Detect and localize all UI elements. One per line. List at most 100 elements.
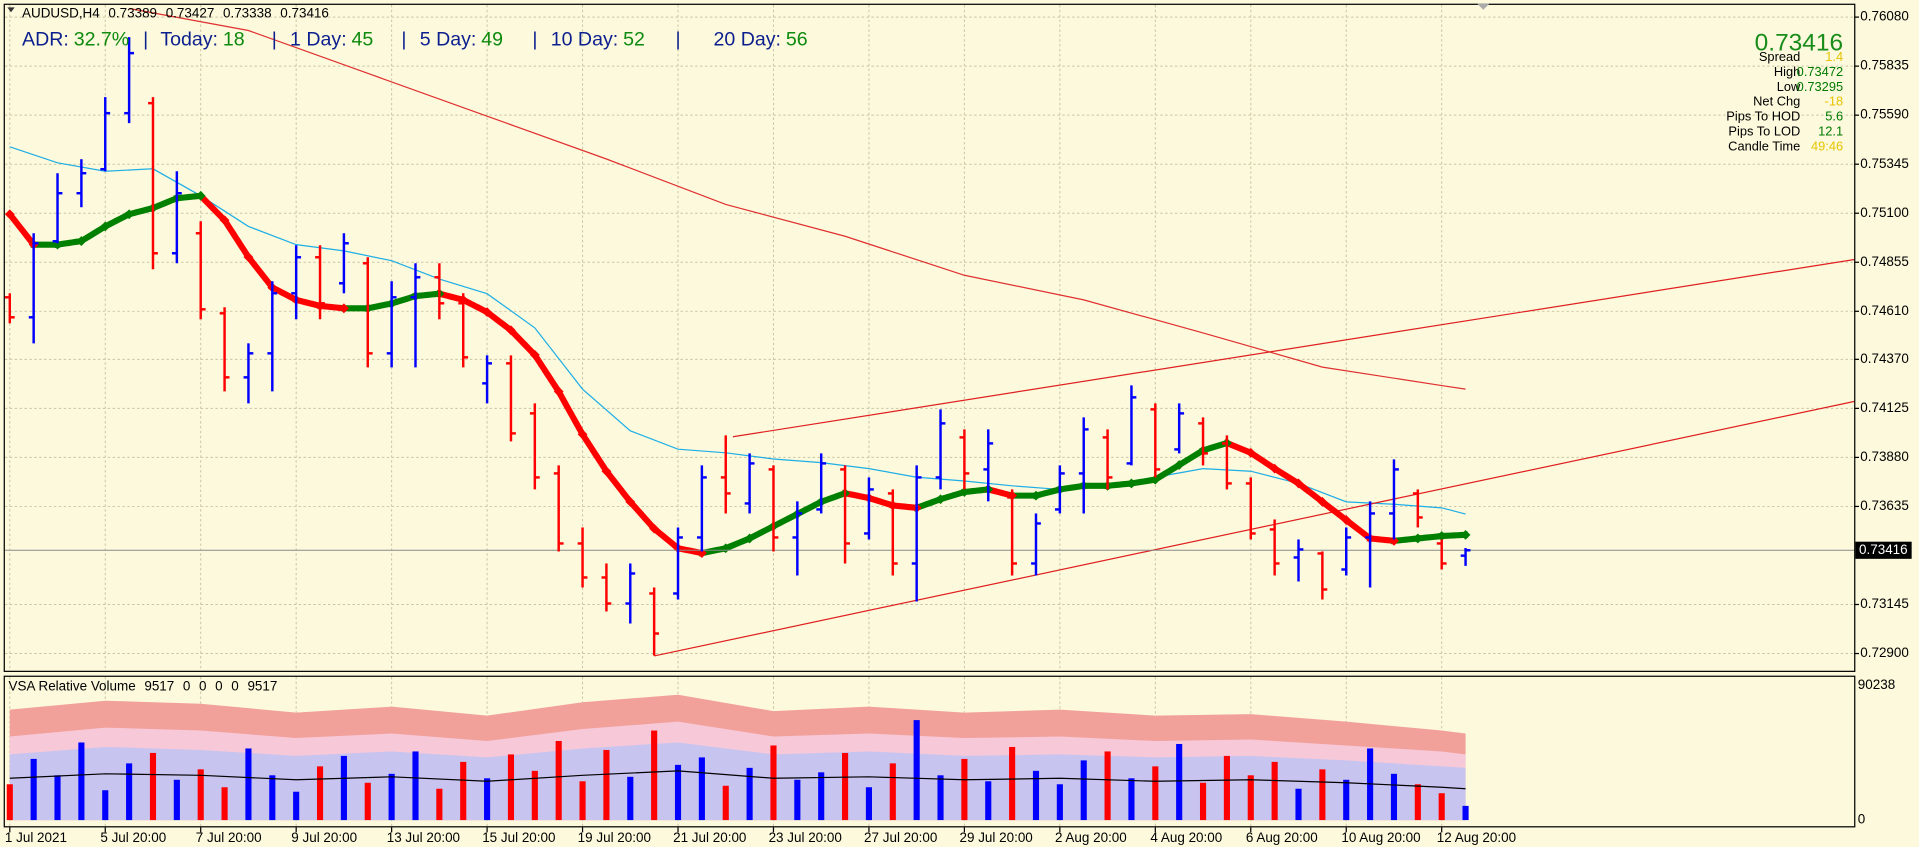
current-price-big: 0.73416 (1755, 30, 1843, 57)
adr-value: 32.7% (74, 29, 130, 51)
fast-ma-segment (745, 522, 778, 543)
adr-label: Today: (160, 29, 218, 51)
x-tick-label: 10 Aug 20:00 (1341, 830, 1420, 845)
shift-marker[interactable] (1477, 3, 1490, 10)
volume-buffer: 0 (199, 678, 206, 693)
volume-bar (913, 720, 920, 821)
adr-separator: | (272, 29, 277, 51)
fast-ma-point (1174, 460, 1185, 470)
fast-ma-segment (1318, 497, 1351, 525)
volume-bar (1032, 770, 1040, 821)
volume-bar (937, 775, 944, 821)
adr-value: 56 (786, 29, 808, 51)
adr-value: 18 (223, 29, 245, 51)
info-label: Low (1777, 79, 1801, 94)
y-tick-label: 0.75100 (1860, 205, 1909, 220)
y-tick-label: 0.73145 (1860, 596, 1909, 611)
header-open: 0.73389 (108, 5, 157, 20)
volume-bar (865, 787, 872, 821)
fast-ma-point (195, 190, 206, 201)
volume-bar (794, 779, 801, 821)
info-value: 12.1 (1818, 124, 1843, 139)
fast-ma-segment (77, 222, 110, 246)
volume-bar (555, 740, 562, 821)
volume-bar (1438, 793, 1445, 821)
fast-ma-segment (1341, 515, 1375, 543)
header-low: 0.73338 (223, 5, 272, 20)
volume-bar (1319, 769, 1326, 821)
volume-bar (364, 782, 371, 821)
fast-ma-segment (793, 497, 826, 519)
y-tick-label: 0.74370 (1860, 351, 1909, 366)
fast-ma-segment (769, 509, 802, 531)
adr-label: 10 Day: (551, 29, 618, 51)
x-tick-label: 12 Aug 20:00 (1437, 830, 1516, 845)
volume-current: 9517 (144, 678, 174, 693)
volume-bar (1414, 784, 1421, 821)
fast-ma-segment (1174, 446, 1208, 470)
info-label: Net Chg (1753, 94, 1800, 109)
fast-ma-segment (148, 194, 181, 213)
adr-label: ADR: (22, 29, 69, 51)
x-tick-label: 21 Jul 20:00 (673, 830, 746, 845)
volume-bar (388, 773, 395, 821)
volume-bar (1295, 788, 1302, 821)
fast-ma-segment (1222, 438, 1255, 457)
channel-line (732, 258, 1855, 438)
volume-frame (3, 675, 1856, 828)
volume-bar (1009, 746, 1016, 821)
price-frame (3, 3, 1856, 672)
fast-ma-point (1293, 478, 1304, 489)
fast-ma-segment (625, 497, 659, 533)
fast-ma-segment (554, 387, 587, 439)
fast-ma-segment (1246, 448, 1279, 473)
volume-bar (126, 763, 133, 821)
volume-bar (484, 778, 491, 821)
volume-bar (340, 755, 347, 821)
volume-bar (770, 745, 777, 821)
volume-bar (1176, 743, 1183, 821)
volume-average (9, 770, 1466, 790)
fast-ma-segment (506, 325, 540, 360)
volume-bar (961, 758, 968, 821)
fast-ma-point (1245, 447, 1256, 458)
fast-ma-segment (1294, 479, 1327, 507)
volume-bar (889, 763, 896, 821)
info-value: -18 (1825, 94, 1844, 109)
y-tick-label: 0.75835 (1860, 58, 1909, 73)
adr-separator: | (532, 29, 537, 51)
volume-bar (698, 757, 705, 821)
y-tick-label: 0.73635 (1860, 498, 1909, 513)
volume-bar (245, 748, 252, 821)
info-label: Pips To HOD (1726, 109, 1800, 124)
volume-bar (30, 758, 37, 821)
fast-ma-segment (602, 466, 635, 507)
fast-ma-point (100, 221, 111, 232)
channel-line (654, 400, 1855, 657)
volume-bar (221, 787, 228, 821)
volume-bar (579, 781, 586, 821)
fast-ma-point (601, 466, 612, 477)
x-tick-label: 19 Jul 20:00 (578, 830, 651, 845)
fast-ma-point (1317, 496, 1328, 507)
volume-tick-label: 90238 (1858, 677, 1895, 692)
adr-value: 52 (623, 29, 645, 51)
x-tick-label: 5 Jul 20:00 (100, 830, 166, 845)
volume-bar (293, 791, 300, 821)
slow-ma (129, 7, 1466, 390)
adr-value: 49 (481, 29, 503, 51)
fast-ma-point (219, 215, 230, 226)
fast-ma-segment (268, 283, 301, 305)
fast-ma-segment (578, 430, 611, 476)
symbol: AUDUSD,H4 (22, 5, 100, 20)
adr-label: 1 Day: (290, 29, 347, 51)
fast-ma-point (959, 487, 970, 497)
volume-bar (1343, 779, 1350, 821)
fast-ma-segment (482, 307, 516, 335)
fast-ma-segment (292, 296, 324, 310)
collapse-icon[interactable] (7, 7, 15, 13)
y-tick-label: 0.75345 (1860, 156, 1909, 171)
info-label: Pips To LOD (1728, 124, 1800, 139)
volume-bar (173, 779, 180, 821)
fast-ma-segment (435, 289, 467, 304)
